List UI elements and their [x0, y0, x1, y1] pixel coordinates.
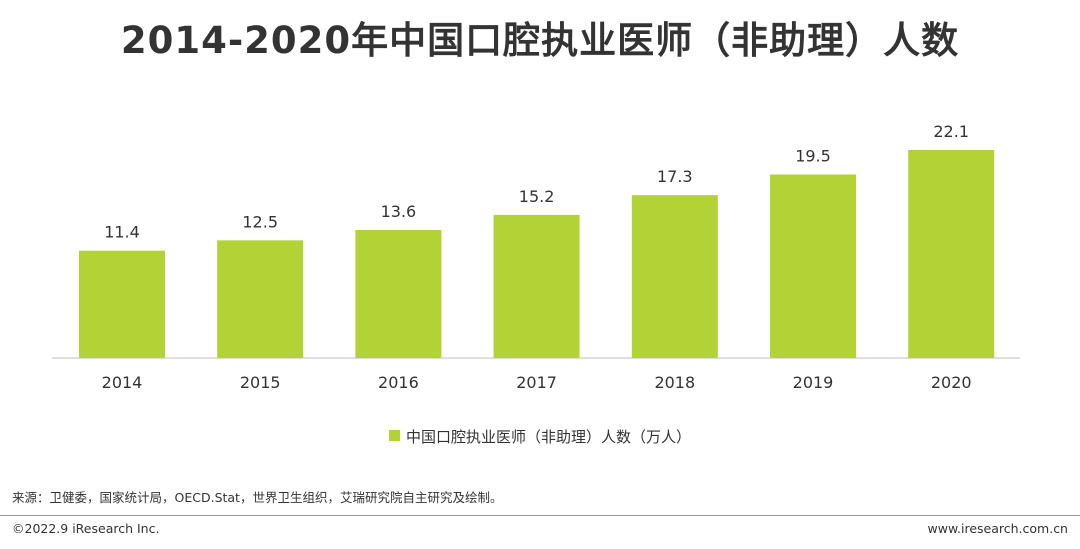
website-link[interactable]: www.iresearch.com.cn	[927, 521, 1069, 536]
chart-legend: 中国口腔执业医师（非助理）人数（万人）	[0, 426, 1080, 447]
data-label-2016: 13.6	[381, 202, 417, 221]
bar-2017	[493, 214, 580, 358]
x-tick-label-2020: 2020	[931, 373, 972, 392]
legend-swatch	[388, 430, 400, 441]
x-tick-label-2018: 2018	[654, 373, 695, 392]
bar-2016	[355, 230, 442, 358]
x-tick-label-2015: 2015	[240, 373, 281, 392]
bar-2019	[770, 174, 856, 358]
x-tick-label-2017: 2017	[516, 373, 557, 392]
x-tick-label-2016: 2016	[378, 373, 419, 392]
data-label-2019: 19.5	[795, 146, 831, 165]
chart-title: 2014-2020年中国口腔执业医师（非助理）人数	[120, 19, 960, 62]
data-label-2018: 17.3	[657, 167, 693, 186]
data-label-2014: 11.4	[104, 223, 140, 242]
data-label-2017: 15.2	[519, 187, 555, 206]
bar-2018	[631, 195, 718, 358]
bar-2015	[217, 240, 304, 358]
x-tick-label-2019: 2019	[793, 373, 834, 392]
footer-divider	[0, 515, 1080, 516]
x-tick-label-2014: 2014	[102, 373, 143, 392]
legend-label: 中国口腔执业医师（非助理）人数（万人）	[405, 428, 691, 446]
copyright-text: ©2022.9 iResearch Inc.	[12, 521, 160, 536]
data-label-2020: 22.1	[933, 122, 969, 141]
bar-2014	[79, 250, 165, 358]
data-label-2015: 12.5	[242, 212, 278, 231]
bar-2020	[908, 150, 995, 358]
source-note: 来源：卫健委，国家统计局，OECD.Stat，世界卫生组织，艾瑞研究院自主研究及…	[12, 490, 503, 505]
bar-chart: 11.4 2014 12.5 2015 13.6 2016 15.2 2017 17.3 2018…	[52, 122, 1020, 392]
